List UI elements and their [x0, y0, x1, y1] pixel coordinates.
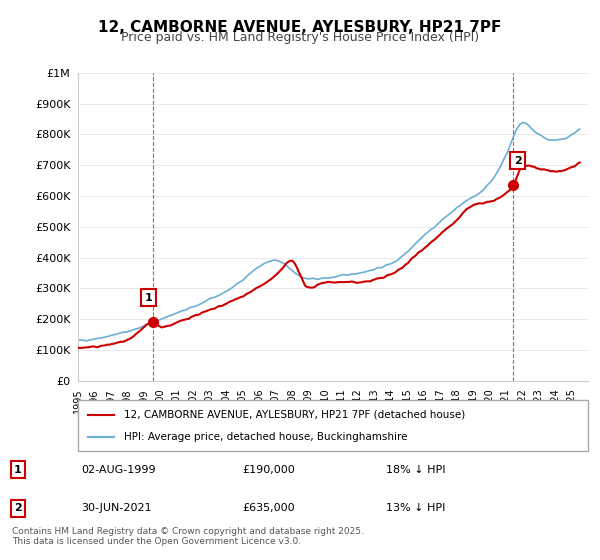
Text: 1: 1 — [145, 293, 152, 302]
Text: 18% ↓ HPI: 18% ↓ HPI — [386, 465, 446, 475]
Text: £635,000: £635,000 — [242, 503, 295, 513]
Text: 30-JUN-2021: 30-JUN-2021 — [81, 503, 152, 513]
FancyBboxPatch shape — [78, 400, 588, 451]
Text: £190,000: £190,000 — [242, 465, 295, 475]
Text: 12, CAMBORNE AVENUE, AYLESBURY, HP21 7PF: 12, CAMBORNE AVENUE, AYLESBURY, HP21 7PF — [98, 20, 502, 35]
Text: 13% ↓ HPI: 13% ↓ HPI — [386, 503, 446, 513]
Text: 12, CAMBORNE AVENUE, AYLESBURY, HP21 7PF (detached house): 12, CAMBORNE AVENUE, AYLESBURY, HP21 7PF… — [124, 409, 465, 419]
Text: 02-AUG-1999: 02-AUG-1999 — [81, 465, 156, 475]
Text: Price paid vs. HM Land Registry's House Price Index (HPI): Price paid vs. HM Land Registry's House … — [121, 31, 479, 44]
Text: Contains HM Land Registry data © Crown copyright and database right 2025.
This d: Contains HM Land Registry data © Crown c… — [12, 526, 364, 546]
Text: HPI: Average price, detached house, Buckinghamshire: HPI: Average price, detached house, Buck… — [124, 432, 407, 442]
Text: 1: 1 — [14, 465, 22, 475]
Text: 2: 2 — [14, 503, 22, 513]
Text: 2: 2 — [514, 156, 521, 166]
